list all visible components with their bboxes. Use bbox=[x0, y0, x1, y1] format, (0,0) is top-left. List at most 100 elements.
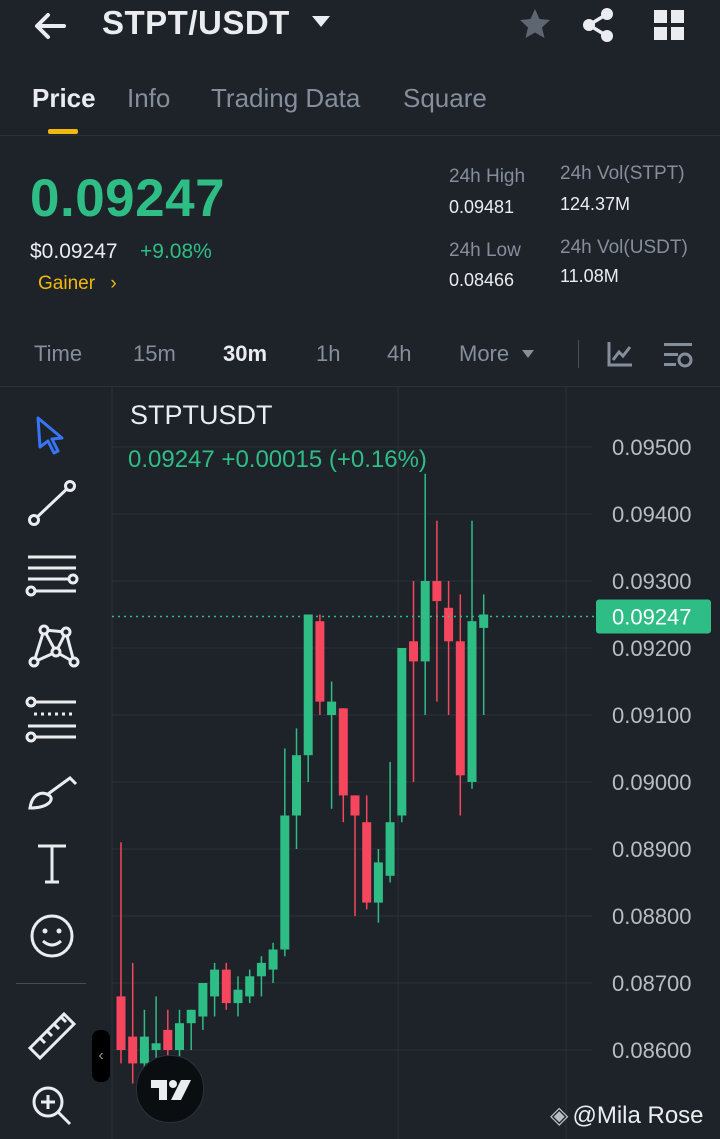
candle-body bbox=[116, 996, 126, 1050]
divider bbox=[0, 135, 720, 136]
brush-icon[interactable] bbox=[18, 764, 86, 824]
active-tab-indicator bbox=[48, 129, 78, 134]
current-price-label: 0.09247 bbox=[612, 605, 692, 630]
candlestick-chart[interactable]: 0.09247 0.09500 0.09400 0.09300 0.09200 0.09… bbox=[0, 387, 720, 1139]
chart-settings-icon[interactable] bbox=[662, 340, 694, 370]
divider bbox=[0, 386, 720, 387]
interval-1h[interactable]: 1h bbox=[316, 341, 341, 366]
more-caret-icon bbox=[522, 350, 534, 358]
interval-4h[interactable]: 4h bbox=[387, 341, 412, 366]
gainer-label: Gainer bbox=[38, 273, 96, 294]
low-value: 0.08466 bbox=[449, 270, 515, 290]
pair-dropdown-icon[interactable] bbox=[312, 16, 330, 27]
vol-quote-label: 24h Vol(USDT) bbox=[560, 237, 688, 258]
vol-base-value: 124.37M bbox=[560, 194, 631, 214]
ohlc-readout: 0.09247 +0.00015 (+0.16%) bbox=[128, 446, 427, 473]
tab-price[interactable]: Price bbox=[32, 83, 96, 113]
interval-15m[interactable]: 15m bbox=[133, 341, 176, 366]
cursor-icon[interactable] bbox=[18, 404, 86, 464]
candle-body bbox=[432, 581, 442, 602]
chevron-right-icon: › bbox=[110, 273, 117, 294]
chart-symbol: STPTUSDT bbox=[130, 400, 273, 430]
y-tick-label: 0.09200 bbox=[612, 636, 692, 661]
zoom-in-icon[interactable] bbox=[18, 1074, 86, 1134]
candle-body bbox=[256, 962, 266, 977]
pattern-icon[interactable] bbox=[18, 616, 86, 676]
tab-trading-data[interactable]: Trading Data bbox=[211, 83, 361, 113]
high-label: 24h High bbox=[449, 166, 526, 187]
candle-body bbox=[268, 949, 278, 970]
y-tick-label: 0.09300 bbox=[612, 569, 692, 594]
y-tick-label: 0.09100 bbox=[612, 703, 692, 728]
candle-body bbox=[280, 815, 290, 950]
last-price: 0.09247 bbox=[30, 169, 226, 228]
fib-icon[interactable] bbox=[18, 690, 86, 750]
interval-more[interactable]: More bbox=[459, 341, 510, 366]
tab-square[interactable]: Square bbox=[403, 83, 487, 113]
usd-price: $0.09247 bbox=[30, 240, 118, 263]
divider bbox=[16, 983, 86, 984]
candle-body bbox=[455, 641, 465, 776]
share-icon[interactable] bbox=[580, 6, 618, 44]
tab-info[interactable]: Info bbox=[127, 83, 171, 113]
indicator-icon[interactable] bbox=[606, 340, 634, 368]
divider bbox=[578, 340, 579, 368]
gainer-tag[interactable]: Gainer › bbox=[38, 273, 117, 295]
back-arrow-icon[interactable] bbox=[30, 6, 70, 46]
candle-body bbox=[409, 641, 418, 662]
candle-body bbox=[327, 701, 337, 715]
grid-icon[interactable] bbox=[652, 8, 686, 42]
low-label: 24h Low bbox=[449, 240, 521, 261]
candle-body bbox=[245, 976, 255, 997]
candle-body bbox=[233, 989, 243, 1004]
candle-body bbox=[175, 1023, 184, 1050]
candle-body bbox=[373, 862, 383, 903]
text-icon[interactable] bbox=[18, 834, 86, 894]
high-value: 0.09481 bbox=[449, 197, 515, 217]
candle-body bbox=[444, 607, 454, 642]
candle-body bbox=[198, 983, 208, 1017]
candle-body bbox=[163, 1029, 173, 1050]
horizontal-lines-icon[interactable] bbox=[18, 545, 86, 605]
watermark-text: @Mila Rose bbox=[572, 1102, 704, 1129]
binance-square-logo-icon: ◈ bbox=[550, 1102, 569, 1129]
tradingview-logo-icon bbox=[136, 1055, 204, 1123]
y-tick-label: 0.08800 bbox=[612, 904, 692, 929]
y-tick-label: 0.08900 bbox=[612, 837, 692, 862]
star-icon[interactable] bbox=[517, 6, 553, 42]
candle-body bbox=[338, 708, 348, 796]
candle-body bbox=[479, 614, 489, 628]
price-change-percent: +9.08% bbox=[140, 240, 212, 263]
candle-body bbox=[420, 581, 430, 662]
pair-title[interactable]: STPT/USDT bbox=[102, 4, 290, 41]
y-tick-label: 0.09500 bbox=[612, 435, 692, 460]
candle-body bbox=[128, 1036, 138, 1064]
y-tick-label: 0.09400 bbox=[612, 502, 692, 527]
candle-body bbox=[397, 648, 407, 816]
interval-30m[interactable]: 30m bbox=[223, 341, 268, 366]
interval-time[interactable]: Time bbox=[34, 341, 83, 366]
candle-body bbox=[186, 1009, 196, 1024]
y-tick-label: 0.08700 bbox=[612, 971, 692, 996]
collapse-toolbar-button[interactable]: ‹ bbox=[92, 1030, 110, 1082]
candle-body bbox=[303, 614, 313, 756]
candle-body bbox=[467, 621, 477, 782]
watermark: ◈ @Mila Rose bbox=[550, 1101, 704, 1130]
candle-body bbox=[292, 755, 301, 816]
top-bar: STPT/USDT bbox=[0, 0, 720, 52]
vol-quote-value: 11.08M bbox=[560, 266, 619, 286]
y-tick-label: 0.09000 bbox=[612, 770, 692, 795]
candle-body bbox=[350, 795, 360, 816]
y-tick-label: 0.08600 bbox=[612, 1038, 692, 1063]
candle-body bbox=[221, 969, 231, 1004]
vol-base-label: 24h Vol(STPT) bbox=[560, 163, 685, 184]
candle-body bbox=[315, 621, 325, 702]
emoji-icon[interactable] bbox=[18, 906, 86, 966]
ruler-icon[interactable] bbox=[18, 1004, 86, 1064]
current-price-tag bbox=[596, 599, 711, 634]
candle-body bbox=[210, 969, 220, 997]
candle-body bbox=[151, 1043, 161, 1050]
trend-line-icon[interactable] bbox=[18, 474, 86, 534]
candle-body bbox=[139, 1036, 149, 1064]
candle-body bbox=[385, 822, 395, 876]
